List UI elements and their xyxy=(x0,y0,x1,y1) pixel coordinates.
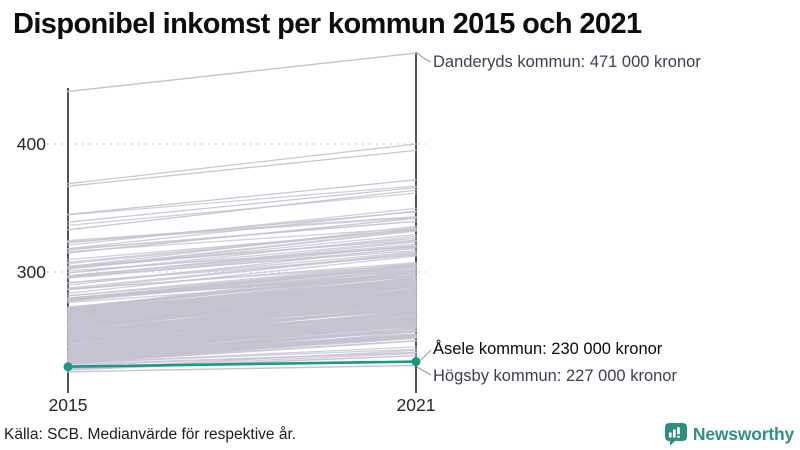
hogsby-kommun-line xyxy=(67,364,417,373)
municipality-line xyxy=(67,334,417,359)
leader-asele xyxy=(420,349,432,361)
municipality-line xyxy=(67,143,417,185)
municipality-line xyxy=(67,261,417,291)
municipality-line xyxy=(67,351,417,365)
municipality-line xyxy=(67,306,417,340)
municipality-line xyxy=(67,313,417,350)
newsworthy-icon xyxy=(664,422,687,445)
asele-endpoint-dot xyxy=(63,362,73,372)
municipality-line xyxy=(67,326,417,352)
municipality-line xyxy=(67,253,417,291)
municipality-line xyxy=(67,262,417,300)
municipality-line xyxy=(67,189,417,231)
municipality-line xyxy=(67,207,417,246)
ytick-label-400: 400 xyxy=(16,134,46,154)
background-lines-layer xyxy=(67,52,417,373)
municipality-line xyxy=(67,309,417,347)
municipality-line xyxy=(67,296,417,323)
municipality-line xyxy=(67,348,417,364)
danderyd-kommun-line xyxy=(67,52,417,93)
municipality-line xyxy=(67,329,417,355)
asele-endpoint-dot xyxy=(411,357,421,367)
municipality-line xyxy=(67,355,417,371)
municipality-line xyxy=(67,186,417,223)
municipality-line xyxy=(67,264,417,302)
municipality-line xyxy=(67,149,417,187)
municipality-line xyxy=(67,240,417,274)
municipality-line xyxy=(67,246,417,286)
municipality-line xyxy=(67,220,417,250)
municipality-line xyxy=(67,286,417,315)
leader-danderyd xyxy=(415,51,432,63)
municipality-line xyxy=(67,272,417,308)
municipality-line xyxy=(67,227,417,253)
municipality-line xyxy=(67,335,417,363)
municipality-line xyxy=(67,277,417,310)
highlight-line-layer xyxy=(63,357,421,372)
municipality-line xyxy=(67,192,417,227)
newsworthy-logo[interactable]: Newsworthy xyxy=(664,422,794,446)
municipality-line xyxy=(67,307,417,344)
municipality-line xyxy=(67,333,417,358)
municipality-line xyxy=(67,303,417,338)
municipality-line xyxy=(67,286,417,317)
municipality-line xyxy=(67,252,417,289)
annotation-hogsby: Högsby kommun: 227 000 kronor xyxy=(433,367,677,385)
xtick-label-2021: 2021 xyxy=(396,395,436,415)
municipality-line xyxy=(67,255,417,294)
municipality-line xyxy=(67,337,417,361)
municipality-line xyxy=(67,298,417,334)
municipality-line xyxy=(67,292,417,328)
municipality-line xyxy=(67,210,417,250)
asele-kommun-line xyxy=(66,360,418,369)
municipality-line xyxy=(67,245,417,279)
municipality-line xyxy=(67,229,417,261)
leader-lines xyxy=(415,51,432,376)
municipality-line xyxy=(67,215,417,242)
municipality-line xyxy=(67,237,417,269)
annotation-danderyd: Danderyds kommun: 471 000 kronor xyxy=(433,53,701,71)
municipality-line xyxy=(67,269,417,302)
municipality-line xyxy=(67,179,417,216)
municipality-line xyxy=(67,230,417,270)
municipality-line xyxy=(67,185,417,216)
source-note: Källa: SCB. Medianvärde för respektive å… xyxy=(4,426,297,443)
leader-hogsby xyxy=(416,366,432,376)
municipality-line xyxy=(67,251,417,284)
ytick-label-300: 300 xyxy=(16,262,46,282)
municipality-line xyxy=(67,302,417,329)
xtick-label-2015: 2015 xyxy=(48,395,88,415)
municipality-line xyxy=(67,245,417,272)
municipality-line xyxy=(67,305,417,334)
annotation-asele: Åsele kommun: 230 000 kronor xyxy=(433,340,663,358)
municipality-line xyxy=(67,316,417,344)
newsworthy-label: Newsworthy xyxy=(692,423,794,444)
page-title: Disponibel inkomst per kommun 2015 och 2… xyxy=(13,8,642,40)
municipality-line xyxy=(67,340,417,364)
